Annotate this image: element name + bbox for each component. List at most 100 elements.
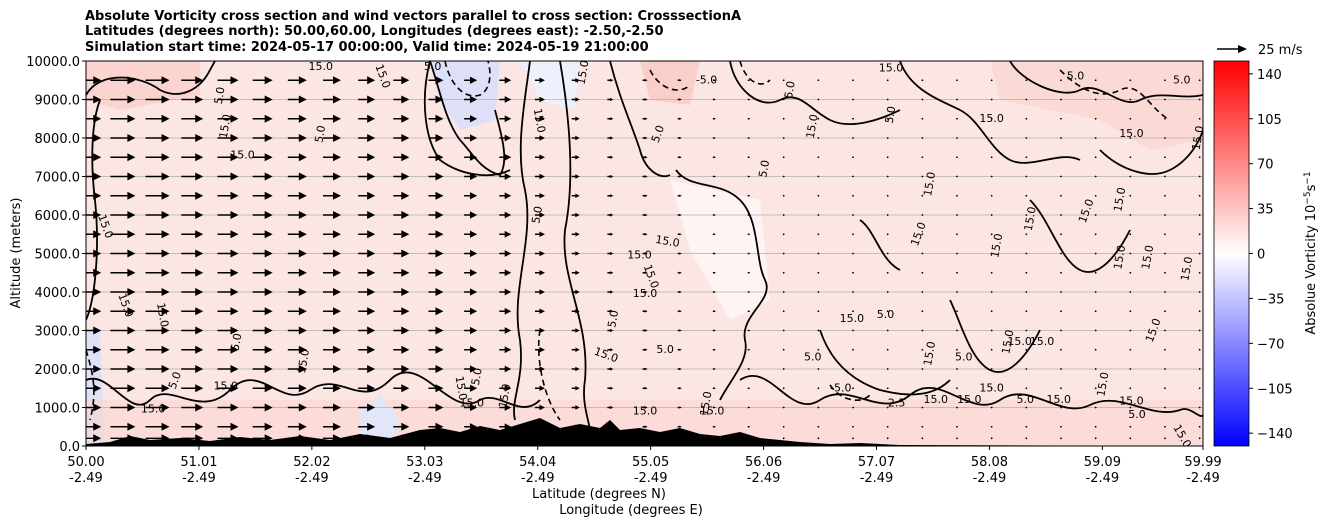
contour-label: 15.0 (1111, 244, 1128, 270)
vorticity-shade-region (430, 61, 500, 130)
wind-vector (1094, 425, 1097, 428)
contour-label: 5.0 (424, 60, 442, 73)
wind-vector (1164, 79, 1166, 82)
contour-label: 5.0 (877, 308, 895, 321)
wind-vector (956, 117, 958, 120)
wind-vector (747, 175, 751, 178)
wind-vector (782, 387, 785, 390)
wind-vector (358, 76, 376, 85)
wind-vector (181, 307, 204, 316)
x-axis-label: Latitude (degrees N) (532, 487, 666, 502)
wind-vector (86, 153, 102, 162)
wind-vector (1164, 368, 1166, 370)
wind-vector (956, 348, 958, 351)
wind-vector (1094, 368, 1097, 370)
wind-vector (1094, 310, 1097, 313)
wind-vector (852, 175, 854, 178)
wind-vector (322, 326, 341, 335)
x-tick-label-lon: -2.49 (1086, 471, 1120, 486)
wind-vector (499, 153, 512, 161)
wind-vector (886, 214, 889, 216)
wind-vector (921, 252, 924, 255)
wind-vector (358, 95, 376, 104)
contour-label: 15.0 (1178, 256, 1195, 282)
wind-vector (464, 269, 478, 277)
wind-vector (110, 345, 136, 354)
wind-vector (217, 114, 239, 123)
wind-vector (1129, 79, 1132, 82)
x-tick-label-lon: -2.49 (408, 471, 442, 486)
wind-vector (86, 230, 102, 239)
wind-vector (358, 230, 376, 239)
x-tick-label-lat: 55.05 (632, 455, 669, 470)
wind-vector (534, 96, 545, 103)
wind-vector (607, 232, 614, 236)
wind-vector (886, 194, 889, 197)
wind-vector (145, 249, 170, 258)
wind-vector (852, 406, 854, 409)
wind-vector (642, 175, 648, 178)
wind-vector (86, 95, 102, 104)
wind-vector (747, 137, 751, 139)
wind-vector (86, 345, 102, 354)
wind-vector (677, 156, 682, 159)
wind-vector (534, 173, 545, 180)
wind-vector (499, 115, 512, 123)
wind-vector (322, 191, 341, 200)
wind-vector (145, 326, 170, 335)
wind-vector (1025, 117, 1028, 120)
wind-vector (1060, 437, 1062, 440)
wind-vector (1129, 387, 1132, 390)
y-tick-label: 5000.0 (35, 248, 81, 263)
wind-vector (956, 437, 958, 440)
wind-vector (499, 365, 512, 373)
contour-label: 15.0 (460, 397, 485, 410)
wind-vector (217, 288, 239, 296)
x-tick-label-lat: 59.09 (1084, 455, 1121, 470)
wind-vector (782, 194, 785, 197)
wind-vector (1198, 252, 1201, 255)
wind-vector (852, 387, 854, 390)
wind-vector (712, 348, 716, 351)
wind-vector (921, 117, 924, 120)
wind-vector (252, 153, 273, 162)
wind-vector (817, 368, 820, 370)
wind-vector (921, 291, 924, 293)
wind-vector (110, 307, 136, 316)
wind-vector (817, 98, 820, 101)
wind-vector (642, 98, 648, 101)
wind-vector (1129, 437, 1132, 440)
wind-vector (712, 368, 716, 370)
wind-vector (747, 368, 751, 370)
wind-vector (1129, 406, 1132, 409)
wind-vector (499, 269, 512, 277)
wind-vector (782, 437, 785, 440)
wind-vector (642, 425, 648, 429)
wind-vector (464, 423, 478, 431)
contour-label: 15.0 (804, 113, 821, 139)
wind-vector (886, 406, 889, 409)
wind-vector (1094, 291, 1097, 293)
wind-vector (1198, 310, 1201, 313)
wind-vector (252, 211, 273, 219)
contour-label: 15.0 (1007, 335, 1032, 348)
wind-vector (782, 406, 785, 409)
wind-vector (499, 134, 512, 142)
wind-vector (1198, 175, 1201, 178)
wind-vector (607, 271, 614, 275)
wind-vector (1164, 425, 1166, 428)
wind-vector (499, 327, 512, 334)
wind-vector (287, 403, 307, 412)
wind-vector (252, 384, 273, 393)
wind-vector (1198, 156, 1201, 159)
wind-vector (217, 422, 239, 431)
contour-line (949, 299, 1041, 373)
wind-vector (464, 249, 478, 258)
wind-vector (990, 252, 993, 255)
wind-vector (1164, 329, 1166, 332)
wind-vector (110, 76, 136, 85)
wind-vector (990, 79, 993, 82)
wind-vector (607, 251, 614, 256)
wind-vector (1060, 233, 1062, 236)
contour-label: 15.0 (654, 233, 680, 250)
